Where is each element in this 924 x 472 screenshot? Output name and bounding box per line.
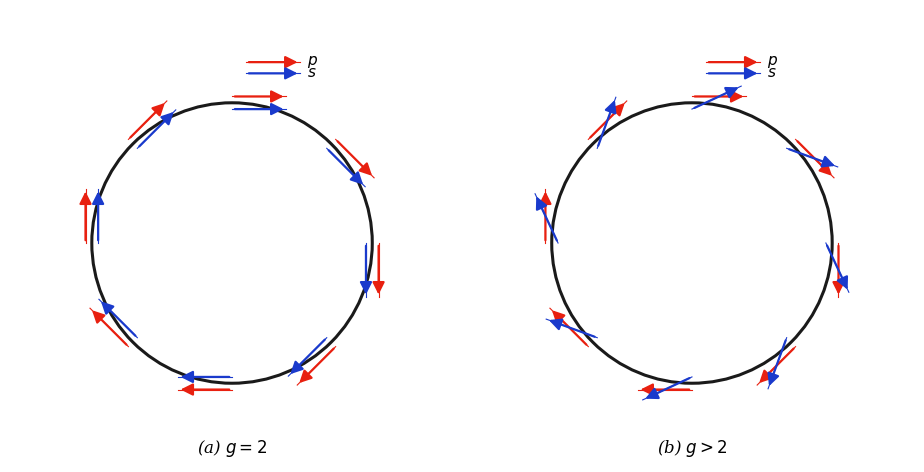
- Text: $p$: $p$: [767, 54, 778, 70]
- Text: (a) $g = 2$: (a) $g = 2$: [197, 438, 267, 459]
- Text: (b) $g > 2$: (b) $g > 2$: [657, 438, 727, 459]
- Text: $p$: $p$: [307, 54, 318, 70]
- Text: $s$: $s$: [767, 67, 776, 80]
- Text: $s$: $s$: [307, 67, 316, 80]
